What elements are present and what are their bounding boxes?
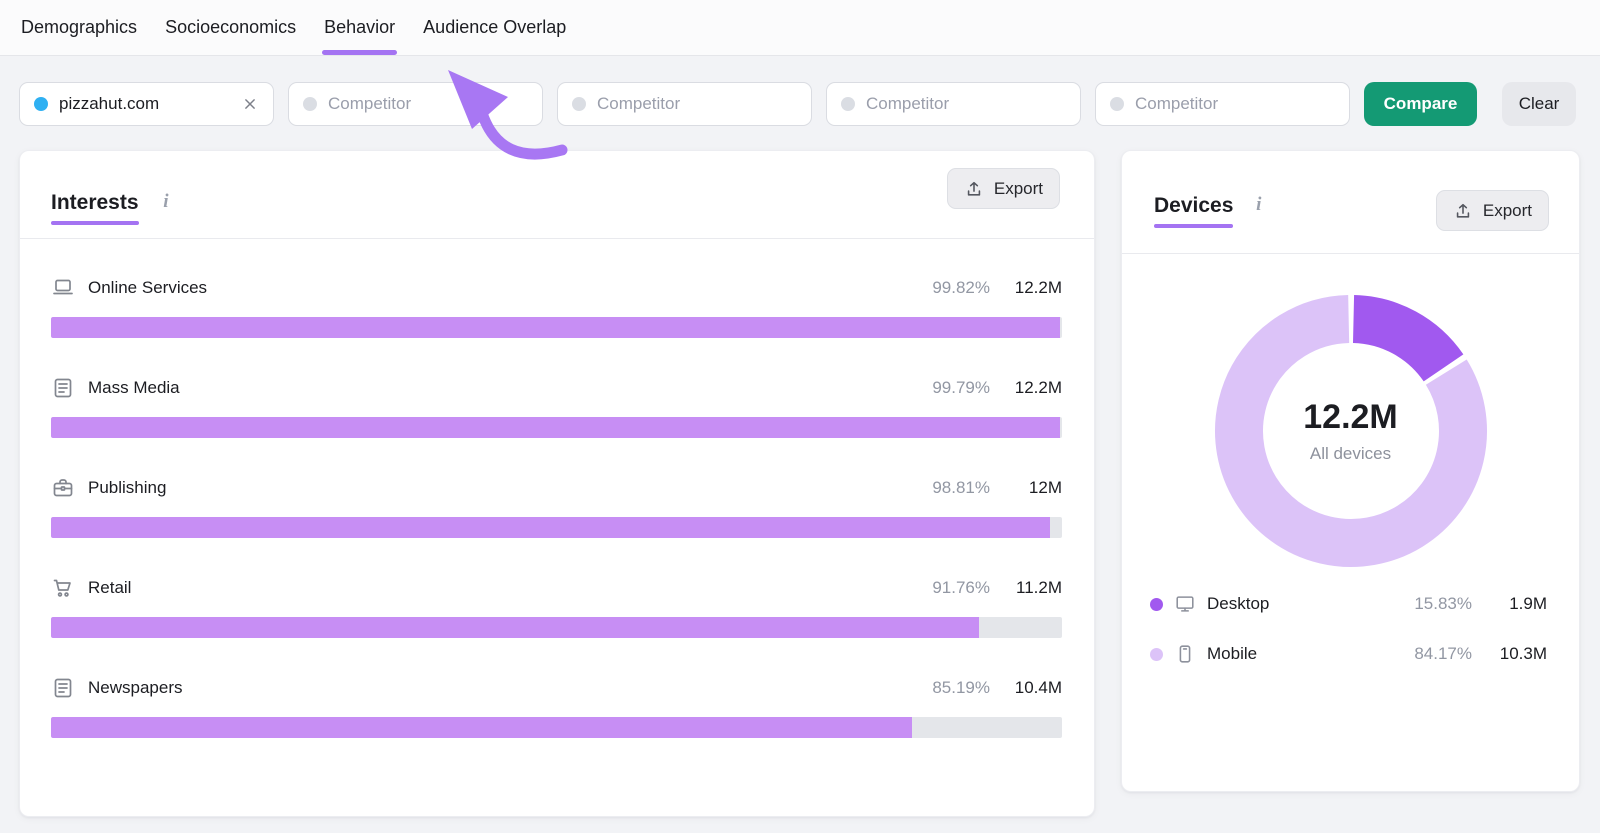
interest-bar [51,317,1061,338]
upload-icon [967,181,981,196]
desktop-legend-dot [1150,597,1163,611]
legend-row-desktop: Desktop 15.83% 1.9M [1150,589,1547,619]
tab-audience-overlap[interactable]: Audience Overlap [423,17,567,37]
interest-row-mass-media: Mass Media 99.79% 12.2M [51,376,1062,438]
legend-row-mobile: Mobile 84.17% 10.3M [1150,639,1547,669]
interest-bar-track [51,317,1062,338]
interest-row-publishing: Publishing 98.81% 12M [51,476,1062,538]
close-icon[interactable] [241,95,259,113]
competitor-dot [841,97,855,111]
news-icon [54,678,72,698]
domain-chip-label: pizzahut.com [59,94,160,113]
interest-row-newspapers: Newspapers 85.19% 10.4M [51,676,1062,738]
competitor-input-4[interactable]: Competitor [1095,82,1350,126]
mobile-icon [1179,645,1191,663]
competitor-input-2[interactable]: Competitor [557,82,812,126]
competitor-input-3[interactable]: Competitor [826,82,1081,126]
clear-button[interactable]: Clear [1502,82,1576,126]
devices-title: Devices i [1154,194,1262,228]
devices-panel: Devices i Export 12.2M All devices Deskto… [1121,150,1580,792]
interest-bar [51,617,979,638]
interests-panel-header: Interests i Export [20,151,1094,239]
domain-dot [34,97,48,111]
interest-row-online-services: Online Services 99.82% 12.2M [51,276,1062,338]
laptop-icon [53,279,73,295]
mobile-legend-dot [1150,647,1163,661]
devices-donut[interactable]: 12.2M All devices [1211,291,1491,571]
devices-legend: Desktop 15.83% 1.9M Mobile 84.17% 10.3M [1150,589,1547,669]
compare-filter-row: pizzahut.com Competitor Competitor Compe… [19,82,1576,126]
upload-icon [1456,203,1470,218]
interest-bar-track [51,717,1062,738]
interest-bar-track [51,417,1062,438]
competitor-placeholder: Competitor [1135,94,1219,113]
interest-bar-track [51,617,1062,638]
interest-bar [51,417,1060,438]
export-button[interactable]: Export [946,168,1060,209]
tab-demographics[interactable]: Demographics [21,17,138,37]
export-button[interactable]: Export [1435,190,1549,231]
competitor-dot [1110,97,1124,111]
interest-row-retail: Retail 91.76% 11.2M [51,576,1062,638]
competitor-placeholder: Competitor [866,94,950,113]
interests-title: Interests i [51,191,169,225]
competitor-input-1[interactable]: Competitor [288,82,543,126]
interest-bar-track [51,517,1062,538]
news-icon [54,378,72,398]
interest-bar [51,517,1050,538]
competitor-dot [572,97,586,111]
interest-bar [51,717,913,738]
competitor-dot [303,97,317,111]
interests-panel: Interests i Export Online Services 99.82%… [19,150,1095,817]
tab-behavior[interactable]: Behavior [322,0,398,56]
devices-panel-header: Devices i Export [1122,151,1579,254]
donut-chart [1214,295,1487,567]
desktop-icon [1176,596,1194,612]
section-tabbar: Demographics Socioeconomics Behavior Aud… [0,0,1600,56]
cart-icon [53,579,71,597]
domain-chip[interactable]: pizzahut.com [19,82,274,126]
compare-button[interactable]: Compare [1364,82,1477,126]
competitor-placeholder: Competitor [328,94,412,113]
briefcase-icon [53,479,73,497]
info-icon[interactable]: i [1256,194,1262,215]
competitor-placeholder: Competitor [597,94,681,113]
info-icon[interactable]: i [163,191,169,212]
interests-rows: Online Services 99.82% 12.2M Mass Media … [51,239,1062,738]
tab-socioeconomics[interactable]: Socioeconomics [165,17,297,37]
